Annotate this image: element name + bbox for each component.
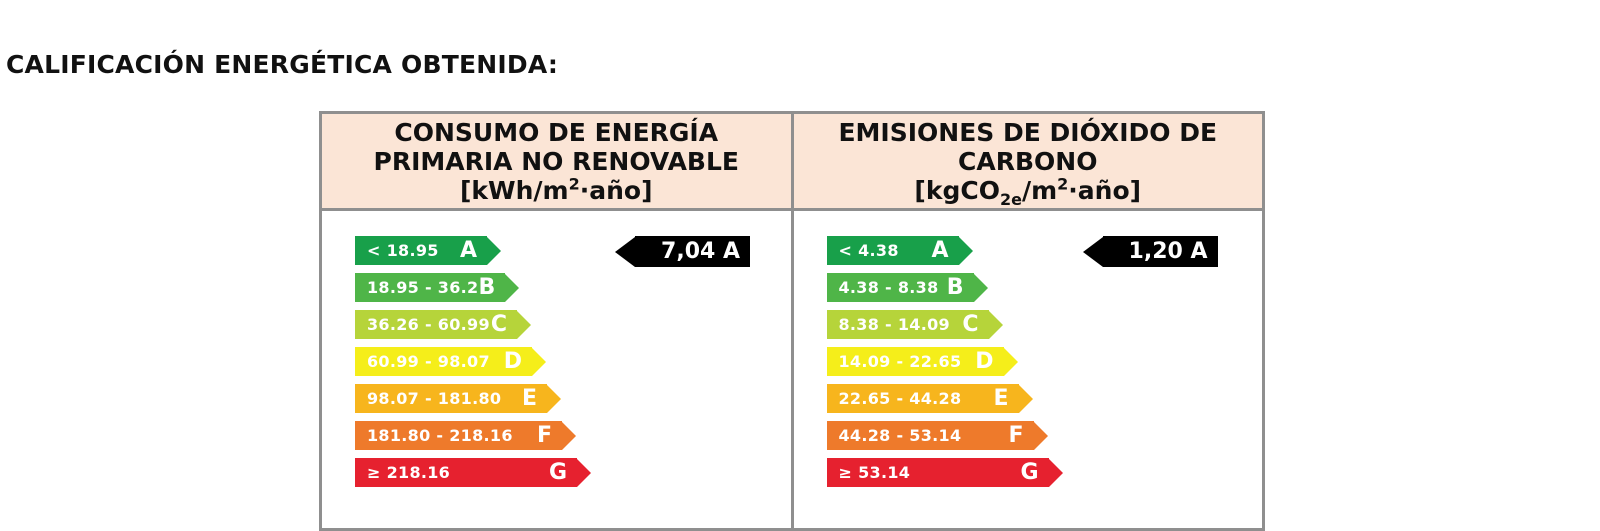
emissions-scale: 1,20 A < 4.38 A 4.38 - 8.38 B 8.38 - 14.09 C 1…	[794, 211, 1263, 531]
emissions-bar-range: 44.28 - 53.14	[838, 426, 962, 445]
emissions-bar-fill: 8.38 - 14.09 C	[826, 310, 989, 339]
emissions-bar-arrow	[1003, 347, 1018, 376]
emissions-bar-fill: 4.38 - 8.38 B	[826, 273, 974, 302]
energy-bar-arrow	[547, 384, 561, 413]
emissions-bar-range: 8.38 - 14.09	[838, 315, 950, 334]
emissions-unit-sub: 2e	[999, 189, 1022, 209]
energy-bar-range: 36.26 - 60.99	[367, 315, 490, 334]
energy-bar-fill: 60.99 - 98.07 D	[355, 347, 532, 376]
energy-unit-prefix: [kWh/m	[459, 175, 569, 205]
emissions-bar-b: 4.38 - 8.38 B	[826, 273, 988, 302]
emissions-bar-fill: 14.09 - 22.65 D	[826, 347, 1004, 376]
energy-unit: [kWh/m2·año]	[460, 176, 653, 205]
energy-result-arrow	[615, 236, 635, 267]
emissions-bar-arrow	[1018, 384, 1033, 413]
emissions-result-value: 1,20 A	[1102, 236, 1218, 267]
energy-bar-fill: 181.80 - 218.16 F	[355, 421, 562, 450]
energy-bar-letter: B	[478, 275, 496, 300]
energy-unit-suffix: ·año]	[579, 175, 653, 205]
emissions-bar-fill: < 4.38 A	[826, 236, 959, 265]
emissions-bar-arrow	[1048, 458, 1063, 487]
energy-heading-line2: PRIMARIA NO RENOVABLE	[373, 146, 739, 176]
emissions-bar-letter: D	[975, 349, 994, 374]
emissions-bar-letter: F	[1008, 423, 1024, 448]
emissions-bar-fill: ≥ 53.14 G	[826, 458, 1049, 487]
energy-bar-range: 60.99 - 98.07	[367, 352, 490, 371]
energy-bar-arrow	[532, 347, 546, 376]
emissions-column: EMISIONES DE DIÓXIDO DE CARBONO [kgCO2e/…	[790, 114, 1263, 531]
emissions-bar-letter: B	[946, 275, 964, 300]
emissions-bar-range: 14.09 - 22.65	[838, 352, 962, 371]
energy-bar-range: 98.07 - 181.80	[367, 389, 502, 408]
energy-bar-a: < 18.95 A	[355, 236, 501, 265]
emissions-heading-line1: EMISIONES DE DIÓXIDO DE	[838, 117, 1218, 147]
energy-result-value: 7,04 A	[635, 236, 750, 267]
energy-bar-fill: 36.26 - 60.99 C	[355, 310, 517, 339]
energy-bar-fill: 98.07 - 181.80 E	[355, 384, 547, 413]
emissions-unit: [kgCO2e/m2·año]	[914, 174, 1142, 208]
energy-header: CONSUMO DE ENERGÍA PRIMARIA NO RENOVABLE…	[322, 114, 791, 211]
emissions-unit-mid: /m	[1021, 175, 1058, 205]
energy-heading-line1: CONSUMO DE ENERGÍA	[394, 117, 719, 147]
energy-bar-range: 18.95 - 36.2	[367, 278, 479, 297]
emissions-bar-arrow	[973, 273, 988, 302]
emissions-bar-range: 22.65 - 44.28	[838, 389, 962, 408]
emissions-bar-letter: G	[1020, 460, 1039, 485]
emissions-bar-letter: E	[993, 386, 1009, 411]
emissions-bar-range: 4.38 - 8.38	[838, 278, 939, 297]
emissions-bar-fill: 44.28 - 53.14 F	[826, 421, 1034, 450]
emissions-heading-line2: CARBONO	[958, 146, 1098, 176]
energy-bar-fill: 18.95 - 36.2 B	[355, 273, 506, 302]
energy-scale: 7,04 A < 18.95 A 18.95 - 36.2 B 36.26 - 60.9…	[322, 211, 791, 531]
emissions-result-badge: 1,20 A	[1082, 236, 1218, 267]
emissions-bar-letter: C	[962, 312, 979, 337]
emissions-bar-range: < 4.38	[838, 241, 899, 260]
emissions-bar-arrow	[958, 236, 973, 265]
energy-bar-range: ≥ 218.16	[367, 463, 451, 482]
emissions-bar-fill: 22.65 - 44.28 E	[826, 384, 1019, 413]
emissions-result-arrow	[1082, 236, 1103, 267]
emissions-unit-prefix: [kgCO	[914, 175, 1000, 205]
energy-bar-arrow	[505, 273, 520, 302]
energy-unit-sup: 2	[568, 174, 580, 194]
energy-bar-arrow	[577, 458, 591, 487]
emissions-bar-arrow	[988, 310, 1003, 339]
energy-result-badge: 7,04 A	[615, 236, 750, 267]
energy-column: CONSUMO DE ENERGÍA PRIMARIA NO RENOVABLE…	[322, 114, 791, 528]
emissions-unit-sup: 2	[1057, 174, 1069, 194]
energy-bar-b: 18.95 - 36.2 B	[355, 273, 520, 302]
emissions-bar-c: 8.38 - 14.09 C	[826, 310, 1003, 339]
energy-bar-letter: C	[490, 312, 507, 337]
energy-bar-fill: ≥ 218.16 G	[355, 458, 577, 487]
energy-bar-fill: < 18.95 A	[355, 236, 487, 265]
energy-bar-g: ≥ 218.16 G	[355, 458, 591, 487]
energy-bar-range: 181.80 - 218.16	[367, 426, 513, 445]
page-title: CALIFICACIÓN ENERGÉTICA OBTENIDA:	[6, 50, 559, 79]
emissions-bar-range: ≥ 53.14	[838, 463, 911, 482]
emissions-bar-arrow	[1033, 421, 1048, 450]
energy-bar-arrow	[562, 421, 576, 450]
energy-bar-letter: A	[459, 238, 477, 263]
emissions-unit-suffix: ·año]	[1068, 175, 1142, 205]
energy-bar-letter: D	[503, 349, 522, 374]
energy-bar-arrow	[487, 236, 501, 265]
energy-bar-e: 98.07 - 181.80 E	[355, 384, 561, 413]
energy-bar-arrow	[517, 310, 531, 339]
energy-bar-letter: E	[521, 386, 537, 411]
emissions-bar-g: ≥ 53.14 G	[826, 458, 1063, 487]
energy-bar-range: < 18.95	[367, 241, 439, 260]
emissions-bar-letter: A	[931, 238, 949, 263]
energy-bar-letter: F	[536, 423, 552, 448]
emissions-header: EMISIONES DE DIÓXIDO DE CARBONO [kgCO2e/…	[793, 114, 1262, 211]
emissions-bar-e: 22.65 - 44.28 E	[826, 384, 1033, 413]
energy-bar-letter: G	[548, 460, 567, 485]
energy-bar-d: 60.99 - 98.07 D	[355, 347, 546, 376]
emissions-bar-a: < 4.38 A	[826, 236, 973, 265]
rating-table: CONSUMO DE ENERGÍA PRIMARIA NO RENOVABLE…	[319, 111, 1265, 531]
emissions-bar-f: 44.28 - 53.14 F	[826, 421, 1048, 450]
emissions-bar-d: 14.09 - 22.65 D	[826, 347, 1018, 376]
energy-bar-c: 36.26 - 60.99 C	[355, 310, 531, 339]
energy-bar-f: 181.80 - 218.16 F	[355, 421, 576, 450]
